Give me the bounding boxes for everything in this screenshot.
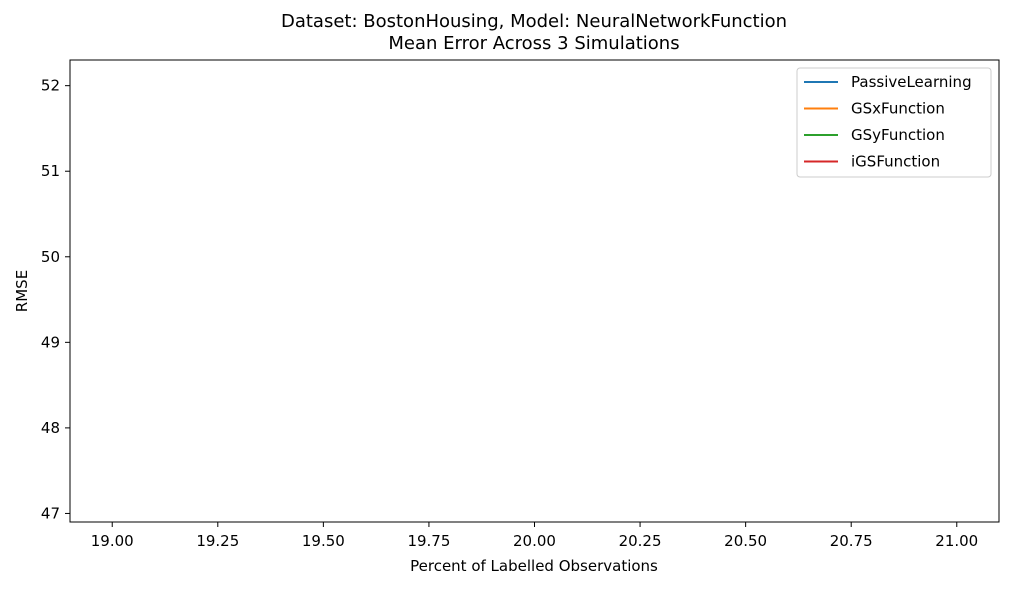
x-tick-label: 19.00 [91,532,134,550]
legend-label: GSyFunction [851,126,945,144]
legend-label: iGSFunction [851,153,940,171]
legend-box [796,67,992,178]
legend-label: GSxFunction [851,100,945,118]
x-axis-label: Percent of Labelled Observations [410,557,658,575]
y-tick-label: 47 [41,504,60,522]
x-tick-label: 20.00 [513,532,556,550]
y-axis-label: RMSE [13,270,31,312]
x-tick-label: 21.00 [935,532,978,550]
chart-subtitle: Mean Error Across 3 Simulations [388,33,679,54]
y-tick-label: 49 [41,333,60,351]
x-tick-label: 20.25 [619,532,662,550]
x-tick-label: 20.75 [830,532,873,550]
x-tick-label: 19.25 [196,532,239,550]
legend: PassiveLearning GSxFunction GSyFunction iGS… [796,67,992,178]
y-tick-label: 51 [41,162,60,180]
y-tick-label: 48 [41,419,60,437]
x-axis-ticks: 19.00 19.25 19.50 19.75 20.00 20.25 20.50 20.75… [91,522,978,550]
legend-label: PassiveLearning [851,73,972,91]
y-axis-ticks: 47 48 49 50 51 52 [41,77,70,522]
x-tick-label: 19.50 [302,532,345,550]
x-tick-label: 20.50 [724,532,767,550]
chart-title: Dataset: BostonHousing, Model: NeuralNet… [281,11,787,32]
y-tick-label: 50 [41,248,60,266]
y-tick-label: 52 [41,77,60,95]
x-tick-label: 19.75 [407,532,450,550]
